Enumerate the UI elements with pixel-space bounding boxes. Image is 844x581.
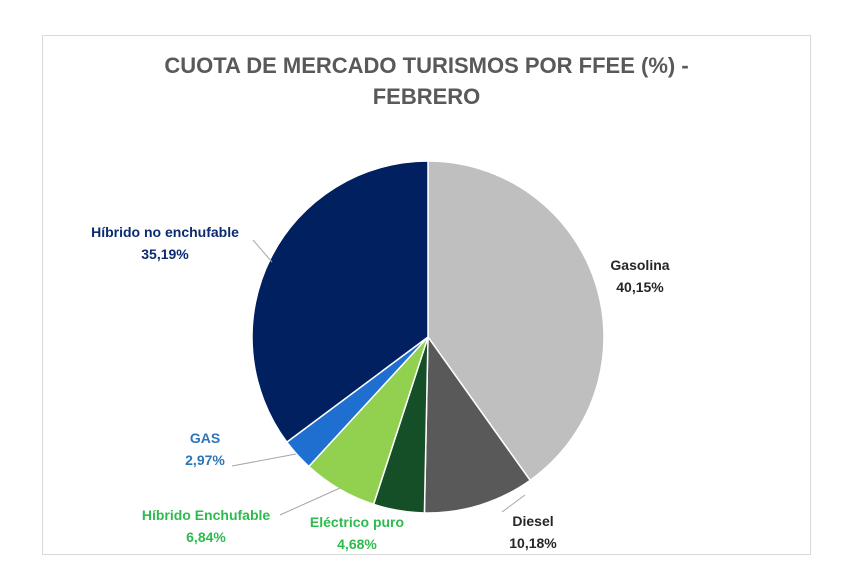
chart-title: CUOTA DE MERCADO TURISMOS POR FFEE (%) -… [42, 50, 811, 112]
data-label-name-h-brido-no-enchufable: Híbrido no enchufable [91, 224, 239, 240]
data-label-name-gas: GAS [190, 430, 220, 446]
chart-title-line-2: FEBRERO [372, 84, 481, 109]
data-label-name-el-ctrico-puro: Eléctrico puro [310, 514, 404, 530]
data-label-value-el-ctrico-puro: 4,68% [337, 536, 377, 552]
leader-line-h-brido-no-enchufable [252, 239, 273, 263]
data-label-value-h-brido-no-enchufable: 35,19% [141, 246, 189, 262]
chart-title-line-1: CUOTA DE MERCADO TURISMOS POR FFEE (%) - [164, 53, 689, 78]
data-label-value-diesel: 10,18% [509, 535, 557, 551]
leader-line-diesel [501, 494, 526, 513]
data-label-name-diesel: Diesel [512, 513, 553, 529]
data-label-name-h-brido-enchufable: Híbrido Enchufable [142, 507, 271, 523]
data-label-value-gasolina: 40,15% [616, 279, 664, 295]
pie-slice-gasolina [427, 160, 605, 482]
pie-slice-diesel [423, 334, 532, 514]
data-label-value-h-brido-enchufable: 6,84% [186, 529, 226, 545]
pie-slice-h-brido-no-enchufable [251, 160, 429, 444]
leader-line-h-brido-enchufable [279, 487, 341, 516]
leader-line-gas [231, 453, 297, 467]
data-label-name-gasolina: Gasolina [610, 257, 669, 273]
data-label-value-gas: 2,97% [185, 452, 225, 468]
